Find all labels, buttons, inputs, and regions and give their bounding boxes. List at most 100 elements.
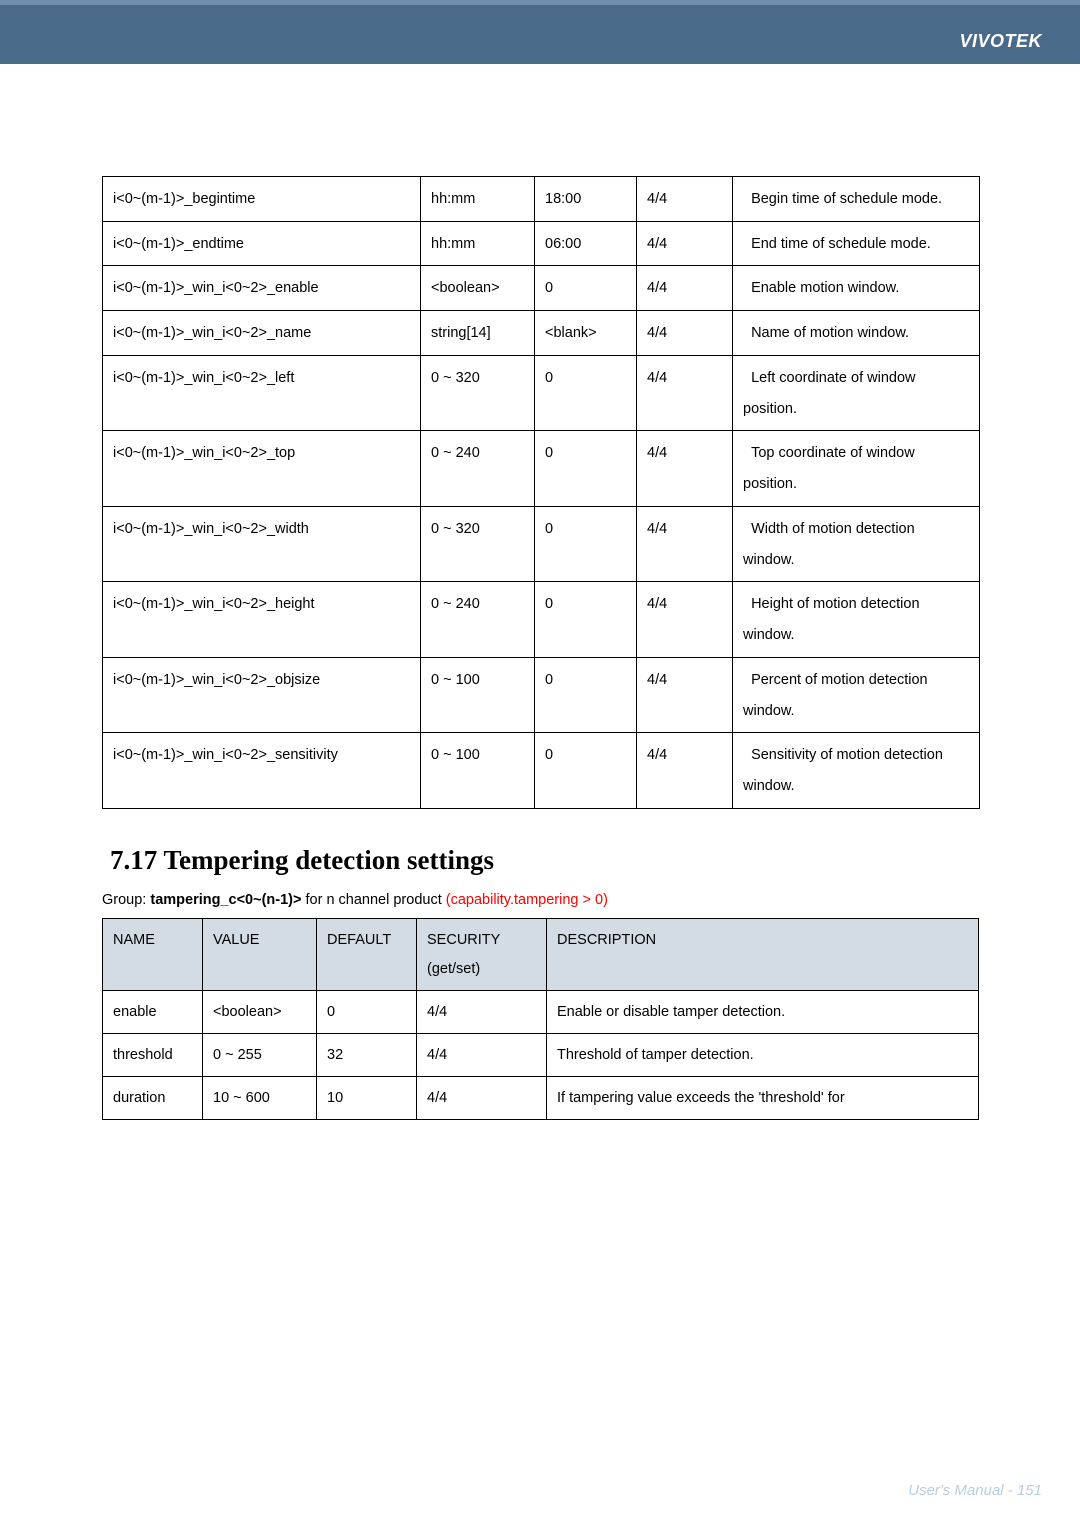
table-cell: 4/4 xyxy=(637,657,733,732)
table-cell: 0 ~ 320 xyxy=(421,506,535,581)
table-cell: 4/4 xyxy=(637,266,733,311)
table-cell: 0 ~ 240 xyxy=(421,582,535,657)
table-cell: 0 xyxy=(535,266,637,311)
table-cell: 18:00 xyxy=(535,177,637,222)
table-cell: End time of schedule mode. xyxy=(733,221,980,266)
table-cell: 0 xyxy=(535,355,637,430)
table-cell: 0 ~ 100 xyxy=(421,733,535,808)
table-cell: i<0~(m-1)>_begintime xyxy=(103,177,421,222)
table-row: threshold0 ~ 255324/4Threshold of tamper… xyxy=(103,1033,979,1076)
group-line: Group: tampering_c<0~(n-1)> for n channe… xyxy=(102,892,978,908)
table-cell: duration xyxy=(103,1076,203,1119)
group-capability: (capability.tampering > 0) xyxy=(446,892,608,908)
page-content: i<0~(m-1)>_begintimehh:mm18:004/4 Begin … xyxy=(102,176,978,1120)
table-cell: 10 xyxy=(317,1076,417,1119)
table-cell: string[14] xyxy=(421,311,535,356)
col-security: SECURITY (get/set) xyxy=(417,918,547,990)
col-value: VALUE xyxy=(203,918,317,990)
table-row: i<0~(m-1)>_win_i<0~2>_left0 ~ 32004/4 Le… xyxy=(103,355,980,430)
table-cell: hh:mm xyxy=(421,177,535,222)
table-cell: 4/4 xyxy=(637,355,733,430)
group-name: tampering_c<0~(n-1)> xyxy=(150,892,301,908)
table-cell: enable xyxy=(103,990,203,1033)
table-cell: i<0~(m-1)>_win_i<0~2>_sensitivity xyxy=(103,733,421,808)
table-cell: i<0~(m-1)>_win_i<0~2>_enable xyxy=(103,266,421,311)
table-cell: 4/4 xyxy=(417,990,547,1033)
table-row: i<0~(m-1)>_endtimehh:mm06:004/4 End time… xyxy=(103,221,980,266)
table-cell: Top coordinate of window position. xyxy=(733,431,980,506)
col-default: DEFAULT xyxy=(317,918,417,990)
table-cell: 0 xyxy=(535,657,637,732)
table-cell: 4/4 xyxy=(637,311,733,356)
table-cell: 4/4 xyxy=(637,582,733,657)
table-cell: <boolean> xyxy=(421,266,535,311)
table-cell: Enable or disable tamper detection. xyxy=(547,990,979,1033)
table-cell: Sensitivity of motion detection window. xyxy=(733,733,980,808)
table-cell: i<0~(m-1)>_win_i<0~2>_width xyxy=(103,506,421,581)
table-row: i<0~(m-1)>_win_i<0~2>_enable<boolean>04/… xyxy=(103,266,980,311)
table-cell: 4/4 xyxy=(417,1033,547,1076)
col-name: NAME xyxy=(103,918,203,990)
table-cell: <boolean> xyxy=(203,990,317,1033)
table-cell: 4/4 xyxy=(417,1076,547,1119)
table-row: i<0~(m-1)>_begintimehh:mm18:004/4 Begin … xyxy=(103,177,980,222)
motion-spec-table: i<0~(m-1)>_begintimehh:mm18:004/4 Begin … xyxy=(102,176,980,809)
section-title: 7.17 Tempering detection settings xyxy=(110,845,978,876)
table-cell: Left coordinate of window position. xyxy=(733,355,980,430)
table-cell: 0 ~ 240 xyxy=(421,431,535,506)
group-middle: for n channel product xyxy=(301,892,445,908)
table-cell: 0 ~ 320 xyxy=(421,355,535,430)
table-row: i<0~(m-1)>_win_i<0~2>_height0 ~ 24004/4 … xyxy=(103,582,980,657)
table-cell: <blank> xyxy=(535,311,637,356)
table-cell: 4/4 xyxy=(637,221,733,266)
table-row: enable<boolean>04/4Enable or disable tam… xyxy=(103,990,979,1033)
table-header-row: NAME VALUE DEFAULT SECURITY (get/set) DE… xyxy=(103,918,979,990)
table-cell: 0 xyxy=(535,431,637,506)
header-bar: VIVOTEK xyxy=(0,0,1080,64)
table-cell: i<0~(m-1)>_win_i<0~2>_objsize xyxy=(103,657,421,732)
table-cell: 0 xyxy=(535,582,637,657)
col-desc-label: DESCRIPTION xyxy=(557,932,656,948)
table-cell: 4/4 xyxy=(637,177,733,222)
table-cell: 4/4 xyxy=(637,431,733,506)
table-cell: 0 xyxy=(535,733,637,808)
table-cell: hh:mm xyxy=(421,221,535,266)
tampering-table: NAME VALUE DEFAULT SECURITY (get/set) DE… xyxy=(102,918,979,1120)
table-cell: 0 ~ 255 xyxy=(203,1033,317,1076)
col-name-label: NAME xyxy=(113,932,155,948)
table-cell: 0 xyxy=(317,990,417,1033)
table-cell: 10 ~ 600 xyxy=(203,1076,317,1119)
table-cell: Percent of motion detection window. xyxy=(733,657,980,732)
table-row: i<0~(m-1)>_win_i<0~2>_namestring[14]<bla… xyxy=(103,311,980,356)
col-default-label: DEFAULT xyxy=(327,932,391,948)
table-cell: Begin time of schedule mode. xyxy=(733,177,980,222)
table-cell: 0 xyxy=(535,506,637,581)
table-row: i<0~(m-1)>_win_i<0~2>_width0 ~ 32004/4 W… xyxy=(103,506,980,581)
table-cell: Width of motion detection window. xyxy=(733,506,980,581)
table-row: i<0~(m-1)>_win_i<0~2>_top0 ~ 24004/4 Top… xyxy=(103,431,980,506)
brand-logo: VIVOTEK xyxy=(959,31,1042,52)
table-cell: 4/4 xyxy=(637,506,733,581)
table-cell: 06:00 xyxy=(535,221,637,266)
table-cell: 32 xyxy=(317,1033,417,1076)
page-footer: User's Manual - 151 xyxy=(908,1482,1042,1499)
table-cell: threshold xyxy=(103,1033,203,1076)
table-row: i<0~(m-1)>_win_i<0~2>_sensitivity0 ~ 100… xyxy=(103,733,980,808)
table-cell: Name of motion window. xyxy=(733,311,980,356)
table-cell: 0 ~ 100 xyxy=(421,657,535,732)
group-prefix: Group: xyxy=(102,892,150,908)
col-description: DESCRIPTION xyxy=(547,918,979,990)
table-cell: i<0~(m-1)>_win_i<0~2>_top xyxy=(103,431,421,506)
table-cell: Height of motion detection window. xyxy=(733,582,980,657)
table-cell: i<0~(m-1)>_win_i<0~2>_left xyxy=(103,355,421,430)
table-cell: If tampering value exceeds the 'threshol… xyxy=(547,1076,979,1119)
table-cell: 4/4 xyxy=(637,733,733,808)
table-row: i<0~(m-1)>_win_i<0~2>_objsize0 ~ 10004/4… xyxy=(103,657,980,732)
table-cell: i<0~(m-1)>_win_i<0~2>_name xyxy=(103,311,421,356)
col-value-label: VALUE xyxy=(213,932,259,948)
table-cell: i<0~(m-1)>_endtime xyxy=(103,221,421,266)
table-cell: i<0~(m-1)>_win_i<0~2>_height xyxy=(103,582,421,657)
table-row: duration10 ~ 600104/4If tampering value … xyxy=(103,1076,979,1119)
table-cell: Threshold of tamper detection. xyxy=(547,1033,979,1076)
table-cell: Enable motion window. xyxy=(733,266,980,311)
